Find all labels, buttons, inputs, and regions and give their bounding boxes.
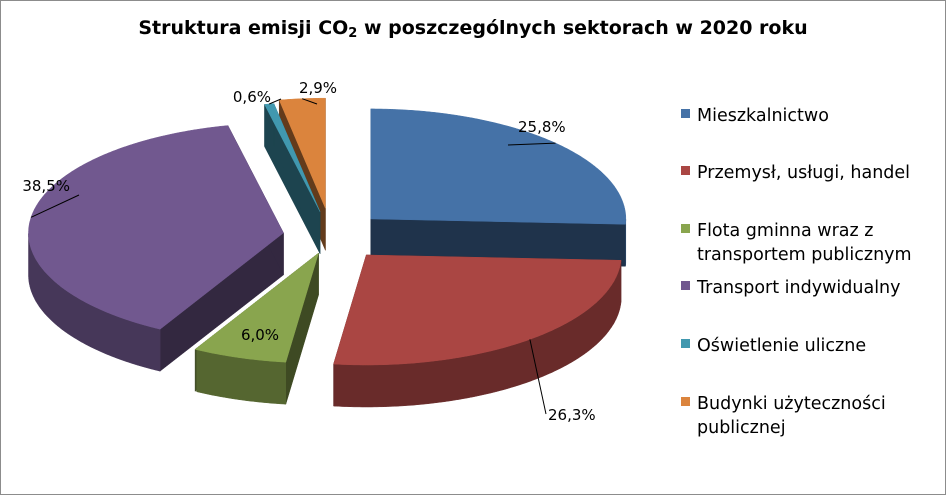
data-label-flota-gminna-wraz-z: 6,0% <box>241 326 279 344</box>
pie-slice-flota-gminna-wraz-z <box>194 252 319 405</box>
legend-item-mieszkalnictwo: Mieszkalnictwo <box>681 104 829 128</box>
legend-item-oswietlenie: Oświetlenie uliczne <box>681 334 866 358</box>
leader-line-o-wietlenie-uliczne <box>269 98 282 105</box>
legend-item-transport-indywidualny: Transport indywidualny <box>681 276 901 300</box>
pie-slice-o-wietlenie-uliczne <box>264 103 321 254</box>
data-label-transport-indywidualny: 38,5% <box>22 177 70 195</box>
pie-slice-top <box>194 252 319 363</box>
legend-item-budynki: Budynki użyteczności publicznej <box>681 392 886 440</box>
chart-title: Struktura emisji CO2 w poszczególnych se… <box>138 17 808 41</box>
legend-label-oswietlenie: Oświetlenie uliczne <box>697 336 867 356</box>
legend-label-mieszkalnictwo: Mieszkalnictwo <box>697 106 829 126</box>
legend-swatch-przemysl <box>681 166 690 175</box>
pie-slice-top <box>333 254 622 366</box>
legend-swatch-mieszkalnictwo <box>681 109 690 118</box>
pie-slice-transport-indywidualny <box>28 125 284 372</box>
legend-item-przemysl: Przemysł, usługi, handel <box>681 161 910 185</box>
legend-swatch-transport-indywidualny <box>681 281 690 290</box>
data-label-o-wietlenie-uliczne: 0,6% <box>233 88 271 106</box>
legend-label-flota-gminna: Flota gminna wraz z transportem publiczn… <box>697 221 912 265</box>
legend-item-flota-gminna: Flota gminna wraz z transportem publiczn… <box>681 219 912 267</box>
legend-label-przemysl: Przemysł, usługi, handel <box>697 163 911 183</box>
data-label-mieszkalnictwo: 25,8% <box>518 118 566 136</box>
pie-slice-top <box>370 108 627 225</box>
legend-label-transport-indywidualny: Transport indywidualny <box>697 278 901 298</box>
legend-label-budynki: Budynki użyteczności publicznej <box>697 394 886 438</box>
leader-line-budynki-u-yteczno-ci <box>302 98 318 105</box>
leader-line-przemys-us-ugi-handel <box>529 339 547 415</box>
legend-swatch-budynki <box>681 397 690 406</box>
legend-swatch-flota-gminna <box>681 224 690 233</box>
leader-line-mieszkalnictwo <box>507 142 556 146</box>
data-label-budynki-u-yteczno-ci: 2,9% <box>299 79 337 97</box>
legend-swatch-oswietlenie <box>681 339 690 348</box>
data-label-przemys-us-ugi-handel: 26,3% <box>548 406 596 424</box>
pie-slice-mieszkalnictwo <box>370 108 627 267</box>
pie-slice-przemys-us-ugi-handel <box>333 254 622 408</box>
leader-line-transport-indywidualny <box>30 194 80 218</box>
